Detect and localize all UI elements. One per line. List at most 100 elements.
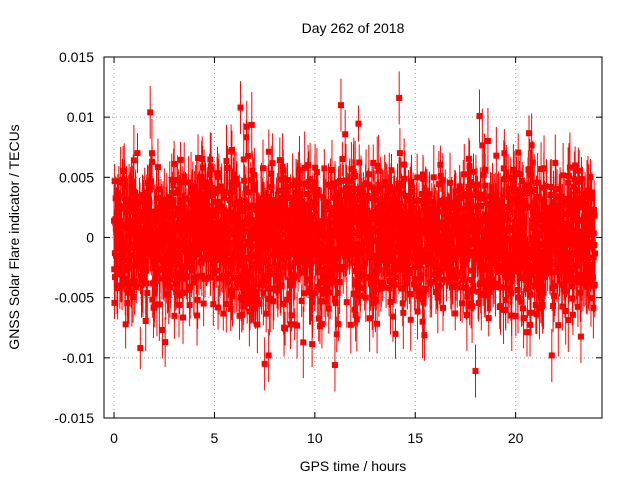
data-point (162, 339, 169, 346)
data-point (288, 250, 295, 257)
data-point (402, 192, 409, 199)
data-point (187, 283, 194, 290)
data-point (450, 232, 457, 239)
data-point (240, 291, 247, 298)
data-point (531, 282, 538, 289)
data-point (336, 279, 343, 286)
data-point (260, 289, 267, 296)
data-point (440, 276, 447, 283)
data-point (472, 368, 479, 375)
data-point (552, 186, 559, 193)
data-point (224, 165, 231, 172)
data-point (508, 312, 515, 319)
data-point (223, 301, 230, 308)
data-point (411, 281, 418, 288)
data-point (389, 313, 396, 320)
data-point (296, 167, 303, 174)
data-point (238, 311, 245, 318)
data-point (122, 275, 129, 282)
data-point (297, 224, 304, 231)
data-point (447, 274, 454, 281)
data-point (446, 214, 453, 221)
data-point (331, 206, 338, 213)
data-point (437, 172, 444, 179)
data-point (337, 197, 344, 204)
data-point (388, 188, 395, 195)
data-point (323, 230, 330, 237)
data-point (283, 240, 290, 247)
data-point (115, 193, 122, 200)
data-point (318, 320, 325, 327)
data-point (130, 180, 137, 187)
data-point (373, 270, 380, 277)
data-point (565, 276, 572, 283)
data-point (125, 246, 132, 253)
x-axis-label: GPS time / hours (300, 458, 407, 474)
data-point (189, 248, 196, 255)
data-point (392, 330, 399, 337)
data-point (463, 284, 470, 291)
data-point (200, 245, 207, 252)
data-point (419, 217, 426, 224)
data-point (573, 279, 580, 286)
data-point (542, 212, 549, 219)
data-point (385, 205, 392, 212)
data-point (555, 255, 562, 262)
data-point (288, 312, 295, 319)
data-point (464, 293, 471, 300)
data-point (179, 179, 186, 186)
data-point (336, 208, 343, 215)
data-point (147, 214, 154, 221)
data-point (245, 153, 252, 160)
data-point (330, 261, 337, 268)
data-point (247, 300, 254, 307)
data-point (385, 244, 392, 251)
data-point (124, 300, 131, 307)
data-point (352, 311, 359, 318)
data-point (569, 283, 576, 290)
data-point (502, 306, 509, 313)
data-point (466, 213, 473, 220)
data-point (128, 231, 135, 238)
data-point (439, 177, 446, 184)
data-point (474, 217, 481, 224)
data-point (369, 226, 376, 233)
data-point (520, 305, 527, 312)
data-point (342, 177, 349, 184)
data-point (299, 269, 306, 276)
data-point (430, 174, 437, 181)
data-point (404, 213, 411, 220)
data-point (571, 176, 578, 183)
data-point (171, 160, 178, 167)
data-point (579, 195, 586, 202)
x-tick-label: 15 (407, 430, 423, 446)
data-point (500, 165, 507, 172)
data-point (197, 191, 204, 198)
data-point (313, 236, 320, 243)
data-point (423, 229, 430, 236)
data-point (291, 231, 298, 238)
data-point (284, 296, 291, 303)
data-point (122, 321, 129, 328)
data-point (454, 272, 461, 279)
data-point (443, 224, 450, 231)
data-point (540, 289, 547, 296)
data-point (233, 284, 240, 291)
data-point (342, 131, 349, 138)
data-point (208, 166, 215, 173)
data-point (185, 179, 192, 186)
data-point (215, 173, 222, 180)
data-point (293, 215, 300, 222)
data-point (178, 269, 185, 276)
data-point (205, 192, 212, 199)
data-point (396, 94, 403, 101)
data-point (162, 238, 169, 245)
data-point (320, 194, 327, 201)
data-point (327, 289, 334, 296)
data-point (154, 164, 161, 171)
data-point (170, 225, 177, 232)
data-point (587, 295, 594, 302)
data-point (232, 211, 239, 218)
data-point (119, 281, 126, 288)
data-point (250, 235, 257, 242)
